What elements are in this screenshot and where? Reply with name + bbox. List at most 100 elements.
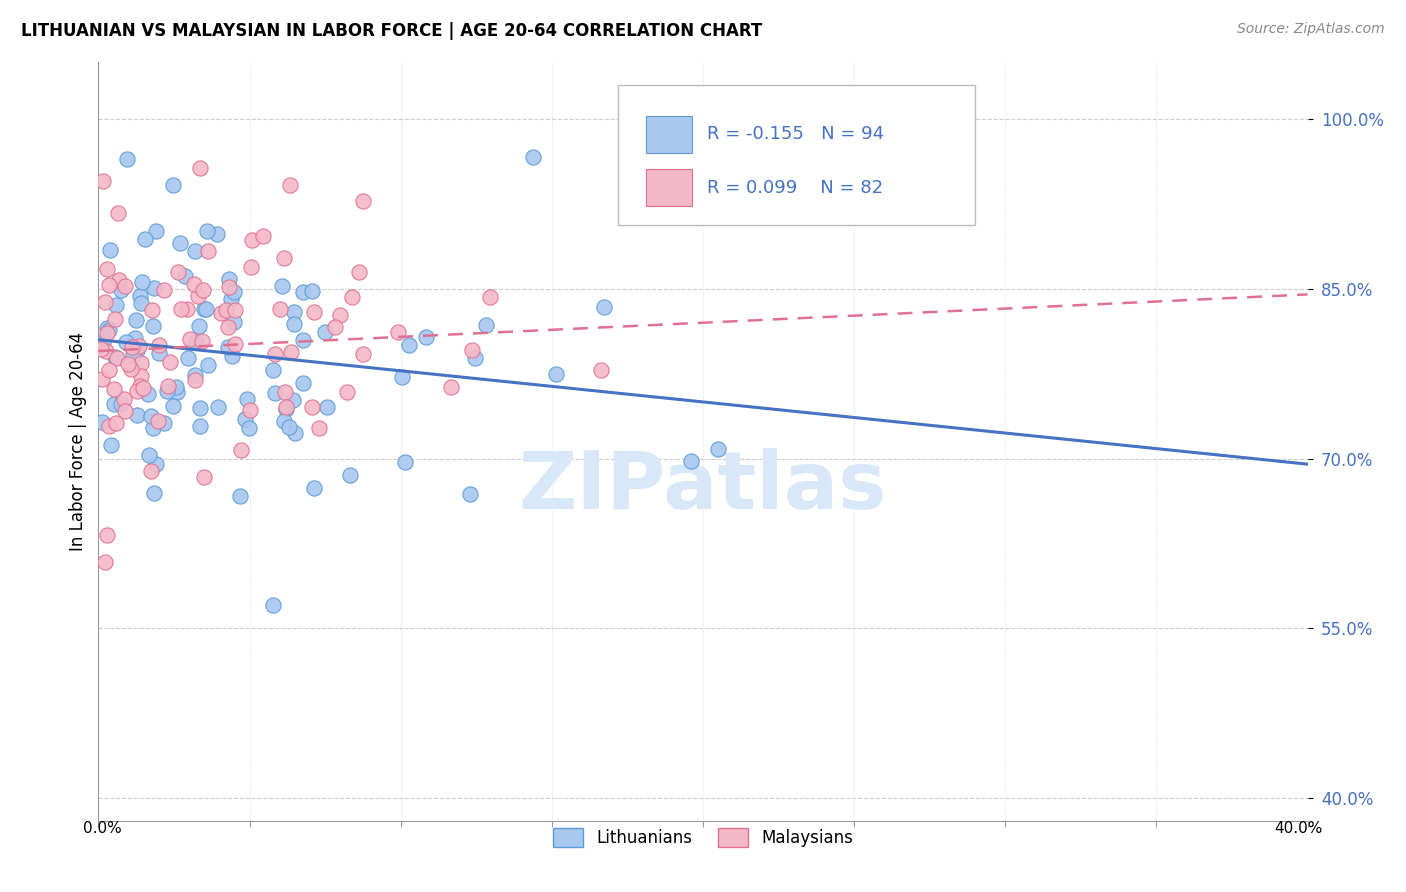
Point [236,392,259,406]
Point [184,373,207,387]
Point [174,269,197,284]
Point [97,277,120,292]
Point [184,368,207,383]
Point [167,265,190,279]
Point [592,300,614,314]
Point [165,379,187,393]
Point [142,319,165,334]
Point [336,384,359,399]
Point [129,378,152,392]
Point [707,442,730,456]
Point [209,306,232,320]
Point [240,260,263,274]
Point [104,298,127,312]
Point [302,305,325,319]
Point [323,319,346,334]
Point [280,344,302,359]
Point [138,448,160,462]
Text: LITHUANIAN VS MALAYSIAN IN LABOR FORCE | AGE 20-64 CORRELATION CHART: LITHUANIAN VS MALAYSIAN IN LABOR FORCE |… [21,22,762,40]
Point [352,347,374,361]
Point [98,323,121,337]
Point [114,335,136,350]
Point [94,555,117,569]
Point [110,283,132,297]
Point [136,386,159,401]
Point [125,343,148,358]
Point [142,486,165,500]
Point [292,333,315,347]
Point [129,289,152,303]
Point [103,382,125,396]
Point [301,400,323,414]
Point [546,368,568,382]
Text: Source: ZipAtlas.com: Source: ZipAtlas.com [1237,22,1385,37]
Point [100,437,122,451]
Point [276,400,298,414]
Bar [647,116,692,153]
Point [280,178,302,192]
Point [398,338,420,352]
Point [91,371,114,385]
Text: ZIPatlas: ZIPatlas [519,448,887,526]
Point [264,346,287,360]
Point [218,280,240,294]
Point [145,457,167,471]
Point [148,413,170,427]
Point [274,402,297,417]
Point [352,194,374,208]
Point [120,362,142,376]
Point [194,301,217,316]
Point [176,351,198,366]
Point [110,397,132,411]
Point [117,357,139,371]
Point [94,295,117,310]
Point [96,261,118,276]
Point [347,265,370,279]
Point [301,284,323,298]
Point [415,330,437,344]
Bar [647,169,692,206]
Point [169,236,191,251]
Point [139,464,162,478]
Point [96,326,118,340]
Point [224,315,246,329]
Point [103,397,125,411]
Point [188,318,211,333]
Point [197,358,219,372]
Point [221,292,243,306]
Point [273,252,295,266]
Point [522,150,544,164]
Point [281,393,304,408]
Point [124,331,146,345]
Point [262,598,284,612]
Point [104,311,127,326]
Point [221,350,243,364]
Point [340,289,363,303]
Point [231,442,253,457]
Point [679,454,702,468]
Point [184,244,207,258]
Point [114,279,136,293]
Point [153,283,176,297]
Point [162,178,184,193]
Point [217,320,239,334]
Point [96,528,118,542]
Y-axis label: In Labor Force | Age 20-64: In Labor Force | Age 20-64 [69,332,87,551]
Point [169,301,191,316]
Point [159,354,181,368]
Point [97,418,120,433]
Point [112,392,135,406]
Point [269,302,291,317]
Point [291,376,314,390]
Point [188,161,211,175]
Point [91,174,114,188]
Point [197,244,219,258]
Point [460,343,482,357]
Point [277,420,299,434]
Point [339,468,361,483]
Point [129,356,152,370]
Point [215,303,238,318]
Point [193,302,215,317]
Point [139,409,162,423]
Point [229,490,252,504]
